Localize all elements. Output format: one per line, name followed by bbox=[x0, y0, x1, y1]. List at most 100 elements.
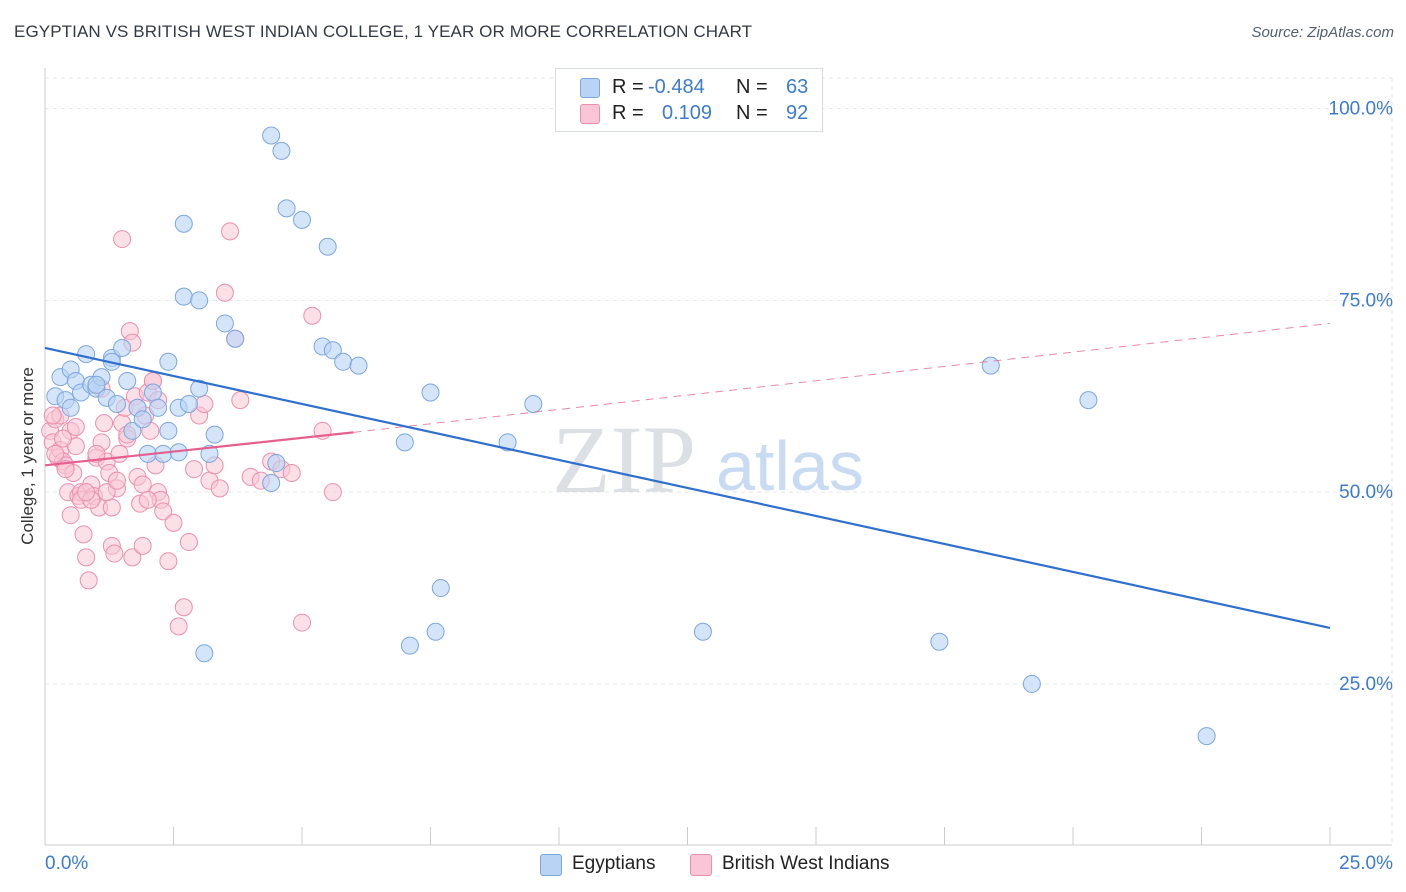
egyptians-point bbox=[930, 632, 949, 651]
series-british-west-indians bbox=[41, 222, 342, 636]
x-tick-label-min: 0.0% bbox=[45, 853, 88, 874]
bwi-point bbox=[293, 613, 311, 632]
egyptians-point bbox=[149, 398, 168, 417]
egyptians-point bbox=[143, 383, 162, 402]
bwi-trend-line bbox=[44, 431, 354, 467]
bwi-point bbox=[282, 464, 301, 483]
egyptians-point bbox=[107, 394, 126, 413]
egyptians-point bbox=[133, 410, 152, 429]
egyptians-point bbox=[426, 622, 445, 641]
egyptians-point bbox=[195, 644, 214, 663]
bwi-point bbox=[133, 475, 152, 494]
bwi-legend-swatch bbox=[690, 854, 712, 876]
egyptians-point bbox=[395, 433, 414, 452]
bwi-point bbox=[46, 444, 65, 463]
egyptians-swatch bbox=[580, 78, 600, 98]
bwi-point bbox=[77, 548, 96, 567]
bwi-point bbox=[105, 544, 124, 563]
correlation-legend: R = -0.484 N = 63 R = 0.109 N = 92 bbox=[555, 68, 823, 132]
bwi-point bbox=[154, 502, 173, 521]
bwi-point bbox=[113, 230, 132, 249]
y-axis-label: College, 1 year or more bbox=[18, 367, 37, 545]
watermark: ZIP atlas bbox=[552, 406, 864, 513]
egyptians-point bbox=[524, 394, 543, 413]
source-label: Source: ZipAtlas.com bbox=[1251, 24, 1394, 41]
watermark-atlas: atlas bbox=[716, 427, 864, 505]
series-egyptians bbox=[46, 126, 1216, 746]
egyptians-point bbox=[77, 345, 96, 364]
legend-british-west-indians: British West Indians bbox=[722, 853, 890, 874]
egyptians-point bbox=[323, 341, 342, 360]
bwi-point bbox=[133, 536, 152, 555]
egyptians-point bbox=[200, 444, 219, 463]
r-label: R = bbox=[612, 102, 644, 124]
axes bbox=[44, 68, 1392, 846]
y-tick-label: 75.0% bbox=[1339, 290, 1393, 311]
egyptians-point bbox=[123, 421, 142, 440]
egyptians-point bbox=[179, 394, 198, 413]
n-label: N = bbox=[736, 102, 768, 124]
bwi-point bbox=[79, 571, 98, 590]
egyptians-point bbox=[498, 433, 517, 452]
egyptians-point bbox=[272, 141, 291, 160]
egyptians-point bbox=[174, 287, 193, 306]
bwi-point bbox=[231, 391, 250, 410]
watermark-zip: ZIP bbox=[552, 406, 696, 513]
x-tick-label-max: 25.0% bbox=[1339, 853, 1393, 874]
bwi-point bbox=[102, 498, 121, 517]
n-label: N = bbox=[736, 76, 768, 98]
n-value: 92 bbox=[786, 102, 809, 124]
bwi-point bbox=[123, 548, 142, 567]
bwi-swatch bbox=[580, 104, 600, 124]
bwi-point bbox=[169, 617, 188, 636]
trend-lines bbox=[44, 322, 1331, 630]
egyptians-point bbox=[113, 338, 132, 357]
y-tick-label: 25.0% bbox=[1339, 674, 1393, 695]
egyptians-point bbox=[118, 371, 137, 390]
egyptians-point bbox=[159, 352, 178, 371]
egyptians-point bbox=[1079, 391, 1098, 410]
bwi-point bbox=[43, 406, 62, 425]
legend-egyptians: Egyptians bbox=[572, 853, 656, 874]
bwi-point bbox=[66, 417, 85, 436]
egyptians-point bbox=[61, 398, 80, 417]
egyptians-point bbox=[277, 199, 296, 218]
egyptians-point bbox=[421, 383, 440, 402]
y-tick-label: 100.0% bbox=[1329, 99, 1394, 120]
y-tick-label: 50.0% bbox=[1339, 482, 1393, 503]
bwi-point bbox=[61, 506, 80, 525]
chart-title: EGYPTIAN VS BRITISH WEST INDIAN COLLEGE,… bbox=[14, 22, 753, 41]
egyptians-trend-line bbox=[44, 346, 1331, 630]
egyptians-point bbox=[400, 636, 419, 655]
egyptians-point bbox=[431, 579, 450, 598]
bwi-point bbox=[303, 306, 322, 325]
bwi-point bbox=[74, 525, 93, 544]
bwi-point bbox=[138, 490, 157, 509]
r-value: -0.484 bbox=[648, 76, 705, 98]
egyptians-point bbox=[349, 356, 368, 375]
bwi-point bbox=[210, 479, 229, 498]
egyptians-point bbox=[226, 329, 245, 348]
bwi-point bbox=[179, 533, 198, 552]
bwi-point bbox=[215, 283, 234, 302]
bwi-point bbox=[195, 394, 214, 413]
egyptians-point bbox=[87, 375, 106, 394]
egyptians-point bbox=[190, 379, 209, 398]
bwi-point bbox=[97, 483, 116, 502]
egyptians-point bbox=[205, 425, 224, 444]
egyptians-point bbox=[190, 291, 209, 310]
bwi-point bbox=[53, 429, 72, 448]
egyptians-point bbox=[1197, 727, 1216, 746]
bwi-point bbox=[77, 483, 96, 502]
egyptians-point bbox=[293, 210, 311, 229]
bwi-point bbox=[323, 483, 342, 502]
r-value: 0.109 bbox=[662, 102, 713, 124]
n-value: 63 bbox=[786, 76, 809, 98]
r-label: R = bbox=[612, 76, 644, 98]
bwi-trend-extension bbox=[353, 322, 1331, 433]
bwi-point bbox=[221, 222, 240, 241]
series-legend: Egyptians British West Indians bbox=[0, 852, 1406, 878]
egyptians-point bbox=[693, 622, 712, 641]
egyptians-point bbox=[318, 237, 337, 256]
